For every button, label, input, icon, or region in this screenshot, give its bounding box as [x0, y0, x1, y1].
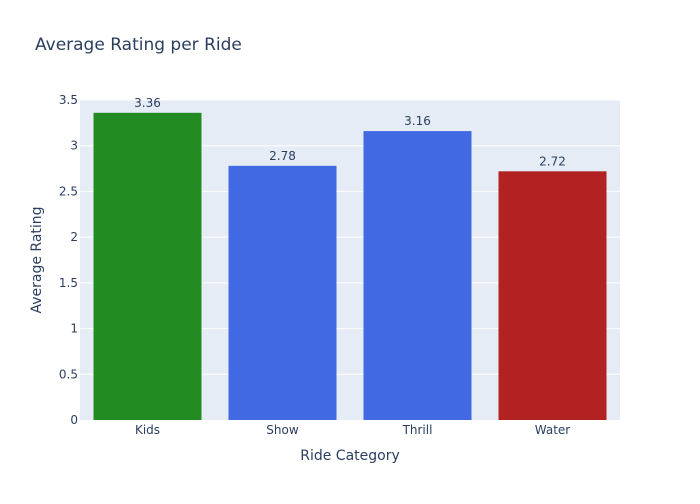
x-axis-label: Ride Category	[300, 448, 400, 464]
y-tick-label: 1	[70, 322, 78, 336]
chart-title: Average Rating per Ride	[35, 35, 242, 55]
x-tick-label: Kids	[135, 423, 160, 437]
y-tick-label: 3.5	[59, 93, 78, 107]
bar-thrill[interactable]	[363, 131, 472, 421]
x-tick-label: Water	[535, 423, 571, 437]
y-tick-label: 0.5	[59, 367, 78, 381]
y-axis-label: Average Rating	[29, 206, 45, 313]
bars	[93, 112, 607, 421]
bar-value-labels: 3.36 2.78 3.16 2.72	[134, 96, 566, 169]
bar-value-label: 3.16	[404, 114, 431, 128]
y-axis-ticks: 0 0.5 1 1.5 2 2.5 3 3.5	[59, 93, 78, 427]
bar-value-label: 2.78	[269, 149, 296, 163]
y-tick-label: 3	[70, 139, 78, 153]
bar-value-label: 2.72	[539, 154, 566, 168]
x-axis-ticks: Kids Show Thrill Water	[135, 423, 570, 437]
x-tick-label: Show	[266, 423, 299, 437]
bar-show[interactable]	[228, 165, 337, 420]
y-tick-label: 0	[70, 413, 78, 427]
y-tick-label: 2	[70, 230, 78, 244]
y-tick-label: 2.5	[59, 184, 78, 198]
bar-water[interactable]	[498, 171, 607, 420]
y-tick-label: 1.5	[59, 276, 78, 290]
bar-kids[interactable]	[93, 112, 202, 421]
bar-value-label: 3.36	[134, 96, 161, 110]
x-tick-label: Thrill	[402, 423, 433, 437]
